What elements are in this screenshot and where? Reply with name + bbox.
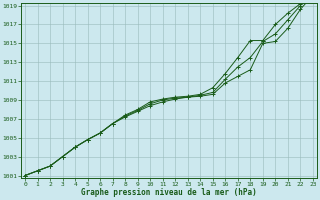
X-axis label: Graphe pression niveau de la mer (hPa): Graphe pression niveau de la mer (hPa)	[81, 188, 257, 197]
